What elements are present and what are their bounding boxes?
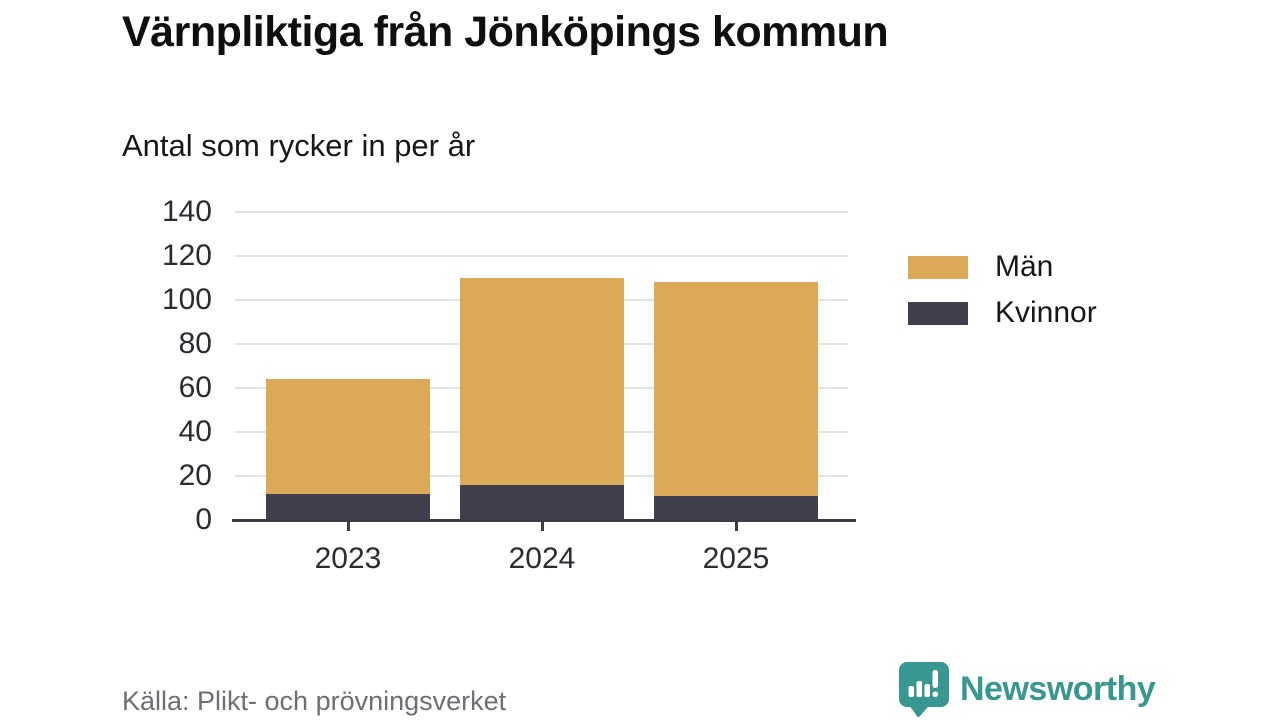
y-axis-tick-label: 140 xyxy=(161,195,212,228)
gridline xyxy=(235,211,848,213)
bar-segment-kvinnor-2023 xyxy=(266,493,430,520)
bar-segment-män-2025 xyxy=(654,282,818,496)
legend-label: Kvinnor xyxy=(995,296,1097,329)
source-caption: Källa: Plikt- och prövningsverket xyxy=(122,686,507,716)
x-axis-tick-label: 2024 xyxy=(508,542,576,575)
bar-segment-män-2024 xyxy=(460,278,624,485)
newsworthy-logo-icon xyxy=(899,662,949,717)
y-axis-tick-label: 60 xyxy=(178,371,212,404)
bar-segment-kvinnor-2025 xyxy=(654,495,818,520)
y-axis-tick-label: 80 xyxy=(178,327,212,360)
x-axis-tick xyxy=(346,522,350,531)
legend-label: Män xyxy=(995,250,1054,283)
y-axis-tick-label: 100 xyxy=(161,283,212,316)
legend: Män Kvinnor xyxy=(908,244,1097,336)
gridline xyxy=(235,255,848,257)
y-axis-tick-label: 120 xyxy=(161,239,212,272)
chart-subtitle: Antal som rycker in per år xyxy=(122,128,476,163)
legend-item-män: Män xyxy=(908,244,1097,290)
legend-swatch-män xyxy=(908,255,968,279)
brand-name: Newsworthy xyxy=(960,669,1156,708)
x-axis-tick xyxy=(734,522,738,531)
y-axis-tick-label: 40 xyxy=(178,415,212,448)
y-axis-tick-label: 20 xyxy=(178,459,212,492)
brand-logo: Newsworthy xyxy=(898,660,1156,718)
x-axis-tick-label: 2025 xyxy=(702,542,770,575)
x-axis-line xyxy=(232,519,856,522)
x-axis-tick-label: 2023 xyxy=(314,542,382,575)
x-axis-tick xyxy=(540,522,544,531)
page-title: Värnpliktiga från Jönköpings kommun xyxy=(122,8,889,56)
legend-swatch-kvinnor xyxy=(908,301,968,325)
y-axis-tick-label: 0 xyxy=(195,503,212,536)
bar-segment-män-2023 xyxy=(266,379,430,494)
legend-item-kvinnor: Kvinnor xyxy=(908,290,1097,336)
bar-segment-kvinnor-2024 xyxy=(460,484,624,520)
